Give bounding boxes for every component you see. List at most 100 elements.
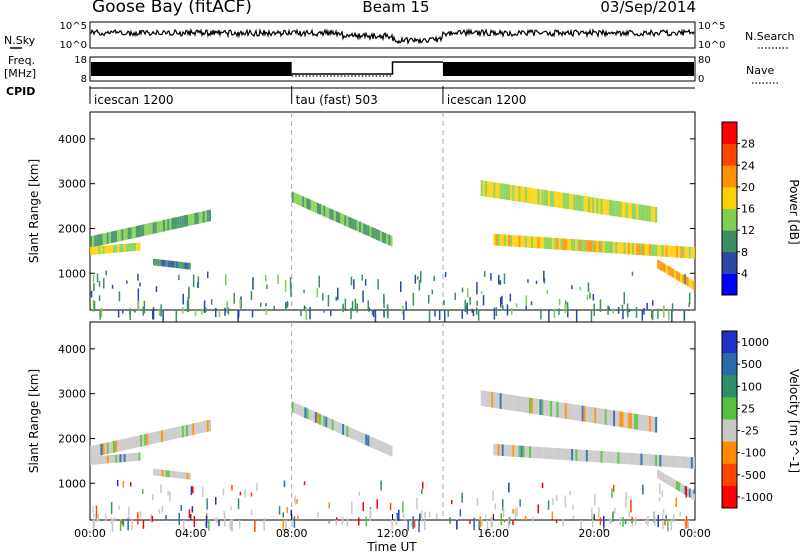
noise-right-top-tick: 10^5 — [698, 21, 725, 32]
scatter-cell — [525, 295, 528, 307]
echo-cell — [505, 234, 508, 247]
scatter-cell — [688, 292, 691, 305]
scatter-cell — [662, 520, 664, 530]
echo-cell — [560, 238, 563, 250]
echo-cell — [108, 441, 111, 454]
scatter-cell — [679, 511, 682, 516]
echo-cell — [545, 447, 548, 459]
scatter-cell — [142, 519, 145, 529]
echo-cell — [552, 401, 555, 417]
echo-cell — [550, 237, 553, 250]
echo-cell — [499, 393, 502, 409]
scatter-cell — [389, 502, 392, 511]
colorbar-cell — [722, 353, 737, 376]
scatter-cell — [192, 486, 194, 494]
echo-cell — [617, 201, 620, 217]
echo-cell — [514, 185, 517, 202]
echo-cell — [653, 416, 656, 433]
scatter-cell — [277, 274, 279, 284]
scatter-cell — [286, 507, 289, 513]
echo-cell — [153, 468, 156, 476]
echo-cell — [129, 437, 132, 449]
echo-cell — [646, 205, 649, 222]
echo-cell — [676, 481, 679, 490]
echo-cell — [665, 245, 668, 257]
echo-cell — [300, 405, 303, 417]
echo-cell — [150, 222, 153, 235]
scatter-cell — [625, 495, 627, 508]
scatter-cell — [208, 519, 210, 531]
echo-cell — [613, 241, 616, 254]
echo-cell — [388, 444, 391, 456]
echo-cell — [621, 452, 624, 464]
echo-cell — [531, 446, 534, 458]
echo-cell — [174, 261, 177, 268]
echo-cell — [373, 438, 376, 449]
scatter-cell — [555, 520, 558, 524]
scatter-cell — [580, 520, 582, 530]
echo-cell — [133, 226, 136, 238]
echo-cell — [369, 436, 372, 448]
cpid-segment-label: icescan 1200 — [447, 93, 526, 107]
echo-cell — [566, 448, 569, 461]
echo-cell — [636, 243, 639, 255]
echo-cell — [516, 445, 519, 457]
freq-block-2 — [442, 62, 694, 76]
scatter-cell — [361, 274, 363, 281]
echo-cell — [686, 456, 689, 469]
echo-cell — [131, 226, 134, 239]
scatter-cell — [285, 302, 287, 311]
scatter-cell — [413, 520, 416, 528]
echo-cell — [600, 198, 603, 215]
scatter-cell — [684, 519, 687, 530]
echo-cell — [184, 262, 187, 270]
scatter-cell — [524, 515, 527, 522]
scatter-cell — [418, 520, 420, 533]
echo-cell — [112, 231, 115, 243]
echo-cell — [136, 242, 139, 251]
echo-cell — [327, 207, 330, 219]
scatter-cell — [593, 303, 595, 317]
scatter-cell — [383, 309, 385, 318]
echo-cell — [590, 407, 593, 423]
echo-cell — [119, 454, 122, 463]
echo-cell — [562, 402, 565, 419]
echo-cell — [108, 245, 111, 254]
echo-cell — [154, 221, 157, 234]
scatter-cell — [364, 279, 367, 286]
scatter-cell — [598, 507, 600, 518]
scatter-cell — [282, 520, 284, 531]
scatter-cell — [416, 497, 418, 510]
echo-cell — [125, 438, 128, 450]
echo-cell — [312, 411, 315, 422]
echo-cell — [146, 433, 149, 446]
scatter-cell — [137, 512, 139, 525]
colorbar-cell — [722, 143, 737, 166]
scatter-cell — [631, 271, 634, 276]
echo-cell — [131, 436, 134, 449]
scatter-cell — [435, 513, 438, 520]
echo-cell — [337, 212, 340, 224]
echo-cell — [148, 223, 151, 235]
scatter-cell — [303, 305, 306, 309]
scatter-cell — [659, 483, 661, 495]
echo-cell — [594, 407, 597, 424]
scatter-cell — [469, 296, 471, 305]
scatter-cell — [555, 494, 558, 501]
echo-cell — [686, 246, 689, 259]
scatter-cell — [303, 289, 305, 294]
echo-cell — [365, 434, 368, 446]
echo-cell — [152, 432, 155, 444]
x-tick-label: 08:00 — [276, 527, 308, 540]
echo-cell — [304, 197, 307, 209]
echo-cell — [592, 240, 595, 252]
echo-cell — [533, 236, 536, 249]
colorbar-tick-label: 12 — [741, 224, 755, 237]
echo-cell — [319, 413, 322, 425]
echo-cell — [638, 453, 641, 466]
echo-cell — [175, 217, 178, 229]
echo-cell — [640, 204, 643, 221]
echo-cell — [188, 472, 191, 480]
colorbar-cell — [722, 441, 737, 465]
echo-cell — [665, 264, 668, 274]
